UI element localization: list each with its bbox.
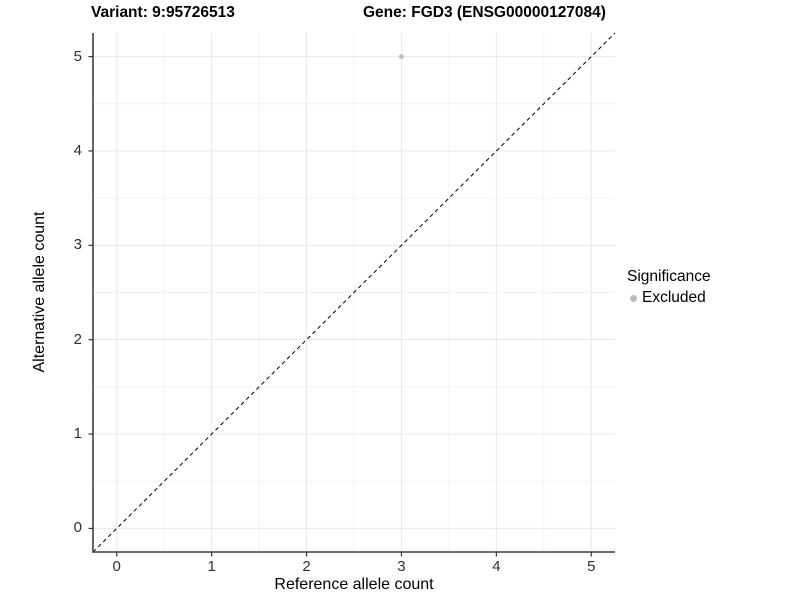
legend-item-label: Excluded	[642, 289, 706, 306]
x-tick-label: 4	[492, 558, 501, 575]
y-tick-label: 3	[73, 236, 82, 254]
x-tick-label: 5	[587, 558, 596, 575]
legend-item-excluded: Excluded	[630, 289, 711, 307]
x-axis-title: Reference allele count	[274, 576, 434, 593]
x-tick-label: 1	[207, 558, 216, 575]
y-axis-title: Alternative allele count	[31, 211, 48, 373]
identity-reference-line	[92, 32, 616, 553]
x-tick-label: 3	[397, 558, 406, 575]
y-tick-label: 2	[73, 330, 82, 348]
y-tick-label: 1	[73, 425, 82, 443]
x-tick-label: 0	[112, 558, 121, 575]
excluded-point-icon	[630, 294, 637, 302]
legend: Significance Excluded	[627, 268, 711, 307]
plot-title-gene: Gene: FGD3 (ENSG00000127084)	[363, 4, 606, 21]
x-tick-label: 2	[302, 558, 311, 575]
y-tick-label: 0	[73, 519, 82, 537]
y-tick-label: 5	[73, 47, 82, 65]
legend-title: Significance	[627, 268, 711, 285]
data-point-excluded	[398, 54, 404, 60]
plot-title-variant: Variant: 9:95726513	[91, 4, 235, 21]
y-tick-label: 4	[73, 141, 82, 159]
